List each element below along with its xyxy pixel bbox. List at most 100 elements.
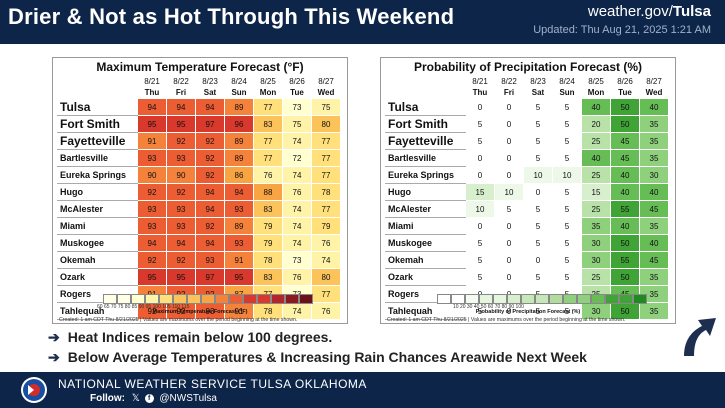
precipitation-table-row: Ozark 5 0 5 5 25 50 35 [385,268,669,286]
temperature-date-header: 8/27 [318,77,334,86]
precipitation-legend-swatch [507,294,521,304]
precipitation-value-cell: 5 [552,234,582,252]
precipitation-legend-swatch [437,294,451,304]
footer-bar: NATIONAL WEATHER SERVICE TULSA OKLAHOMA … [0,372,725,408]
precipitation-legend-swatch [549,294,563,304]
precipitation-table-row: Tulsa 0 0 5 5 40 50 40 [385,98,669,116]
temperature-value-cell: 92 [166,132,196,150]
temperature-value-cell: 89 [224,98,254,116]
precipitation-legend-swatch [479,294,493,304]
city-name: Ozark [385,268,466,286]
site-link[interactable]: weather.gov/Tulsa [588,3,711,20]
temperature-panel-title: Maximum Temperature Forecast (°F) [96,60,304,74]
header-spacer [58,76,138,87]
temperature-value-cell: 78 [311,183,341,201]
precipitation-value-cell: 5 [465,251,495,269]
city-name: McAlester [385,200,466,218]
temperature-value-cell: 76 [311,234,341,252]
precipitation-value-cell: 5 [523,268,553,286]
precipitation-legend-swatch [563,294,577,304]
temperature-value-cell: 93 [195,251,225,269]
site-prefix: weather.gov/ [587,3,673,20]
temperature-value-cell: 74 [311,251,341,269]
precipitation-value-cell: 0 [494,166,524,184]
precipitation-day-header: Fri [503,88,515,97]
temperature-value-cell: 92 [137,183,167,201]
temperature-legend [103,294,313,304]
precipitation-value-cell: 10 [465,200,495,218]
facebook-icon[interactable]: f [144,393,154,403]
precipitation-value-cell: 5 [552,251,582,269]
temperature-value-cell: 93 [137,149,167,167]
precipitation-legend [437,294,647,304]
precipitation-legend-ticks: 10 20 30 40 50 60 70 80 90 100 [453,304,524,310]
temperature-table-row: Miami 93 93 92 89 79 74 79 [57,217,341,235]
precipitation-value-cell: 10 [552,166,582,184]
precipitation-value-cell: 40 [610,183,640,201]
precipitation-value-cell: 5 [552,132,582,150]
temperature-date-header: 8/25 [260,77,276,86]
city-name: Muskogee [385,234,466,252]
page-title: Drier & Not as Hot Through This Weekend [8,4,455,29]
precipitation-value-cell: 15 [581,183,611,201]
precipitation-value-cell: 0 [494,132,524,150]
precipitation-value-cell: 40 [581,149,611,167]
precipitation-table-row: Bartlesville 0 0 5 5 40 45 35 [385,149,669,167]
precipitation-value-cell: 35 [639,115,669,133]
temperature-value-cell: 92 [195,217,225,235]
precipitation-legend-swatch [521,294,535,304]
temperature-value-cell: 91 [224,302,254,320]
temperature-value-cell: 76 [311,302,341,320]
city-name: Hugo [57,183,138,201]
nws-logo-icon [21,377,47,403]
temperature-value-cell: 90 [137,166,167,184]
temperature-value-cell: 74 [282,200,312,218]
precipitation-value-cell: 5 [465,132,495,150]
precipitation-legend-swatch [605,294,619,304]
temperature-table-row: Fort Smith 95 95 97 96 83 75 80 [57,115,341,133]
temperature-value-cell: 89 [224,132,254,150]
precipitation-value-cell: 35 [581,217,611,235]
temperature-table-row: Eureka Springs 90 90 92 86 76 74 77 [57,166,341,184]
header-spacer [386,87,466,99]
precipitation-date-header: 8/25 [588,77,604,86]
precipitation-value-cell: 5 [465,115,495,133]
precipitation-legend-swatch [535,294,549,304]
precipitation-legend-swatch [577,294,591,304]
arrow-right-icon: ➔ [48,329,60,345]
x-icon[interactable]: 𝕏 [131,393,140,404]
city-name: McAlester [57,200,138,218]
city-name: Okemah [57,251,138,269]
temperature-legend-swatch [159,294,173,304]
precipitation-table-row: Okemah 5 0 0 5 30 55 45 [385,251,669,269]
temperature-value-cell: 94 [137,98,167,116]
key-message-1: ➔ Heat Indices remain below 100 degrees. [48,329,333,345]
temperature-day-header-row: Thu Fri Sat Sun Mon Tue Wed [58,87,341,99]
precipitation-value-cell: 40 [610,166,640,184]
temperature-value-cell: 94 [166,98,196,116]
precipitation-value-cell: 5 [465,268,495,286]
precipitation-value-cell: 0 [494,149,524,167]
temperature-value-cell: 92 [166,251,196,269]
city-name: Eureka Springs [385,166,466,184]
social-handle[interactable]: @NWSTulsa [159,393,217,404]
temperature-value-cell: 94 [195,234,225,252]
temperature-legend-label: Maximum Temperature Forecast (°F) [152,309,248,315]
precipitation-legend-swatch [591,294,605,304]
temperature-value-cell: 94 [224,183,254,201]
temperature-legend-swatch [117,294,131,304]
precipitation-value-cell: 25 [581,166,611,184]
precipitation-value-cell: 15 [465,183,495,201]
precipitation-value-cell: 50 [610,98,640,116]
precipitation-value-cell: 45 [610,149,640,167]
precipitation-panel: Probability of Precipitation Forecast (%… [380,57,676,324]
temperature-value-cell: 93 [166,149,196,167]
precipitation-legend-swatch [619,294,633,304]
temperature-day-header: Sat [203,88,217,97]
precipitation-value-cell: 5 [552,268,582,286]
city-name: Miami [385,217,466,235]
temperature-day-header: Wed [317,88,335,97]
temperature-day-header: Thu [144,88,160,97]
precipitation-value-cell: 5 [523,234,553,252]
precipitation-legend-swatch [451,294,465,304]
